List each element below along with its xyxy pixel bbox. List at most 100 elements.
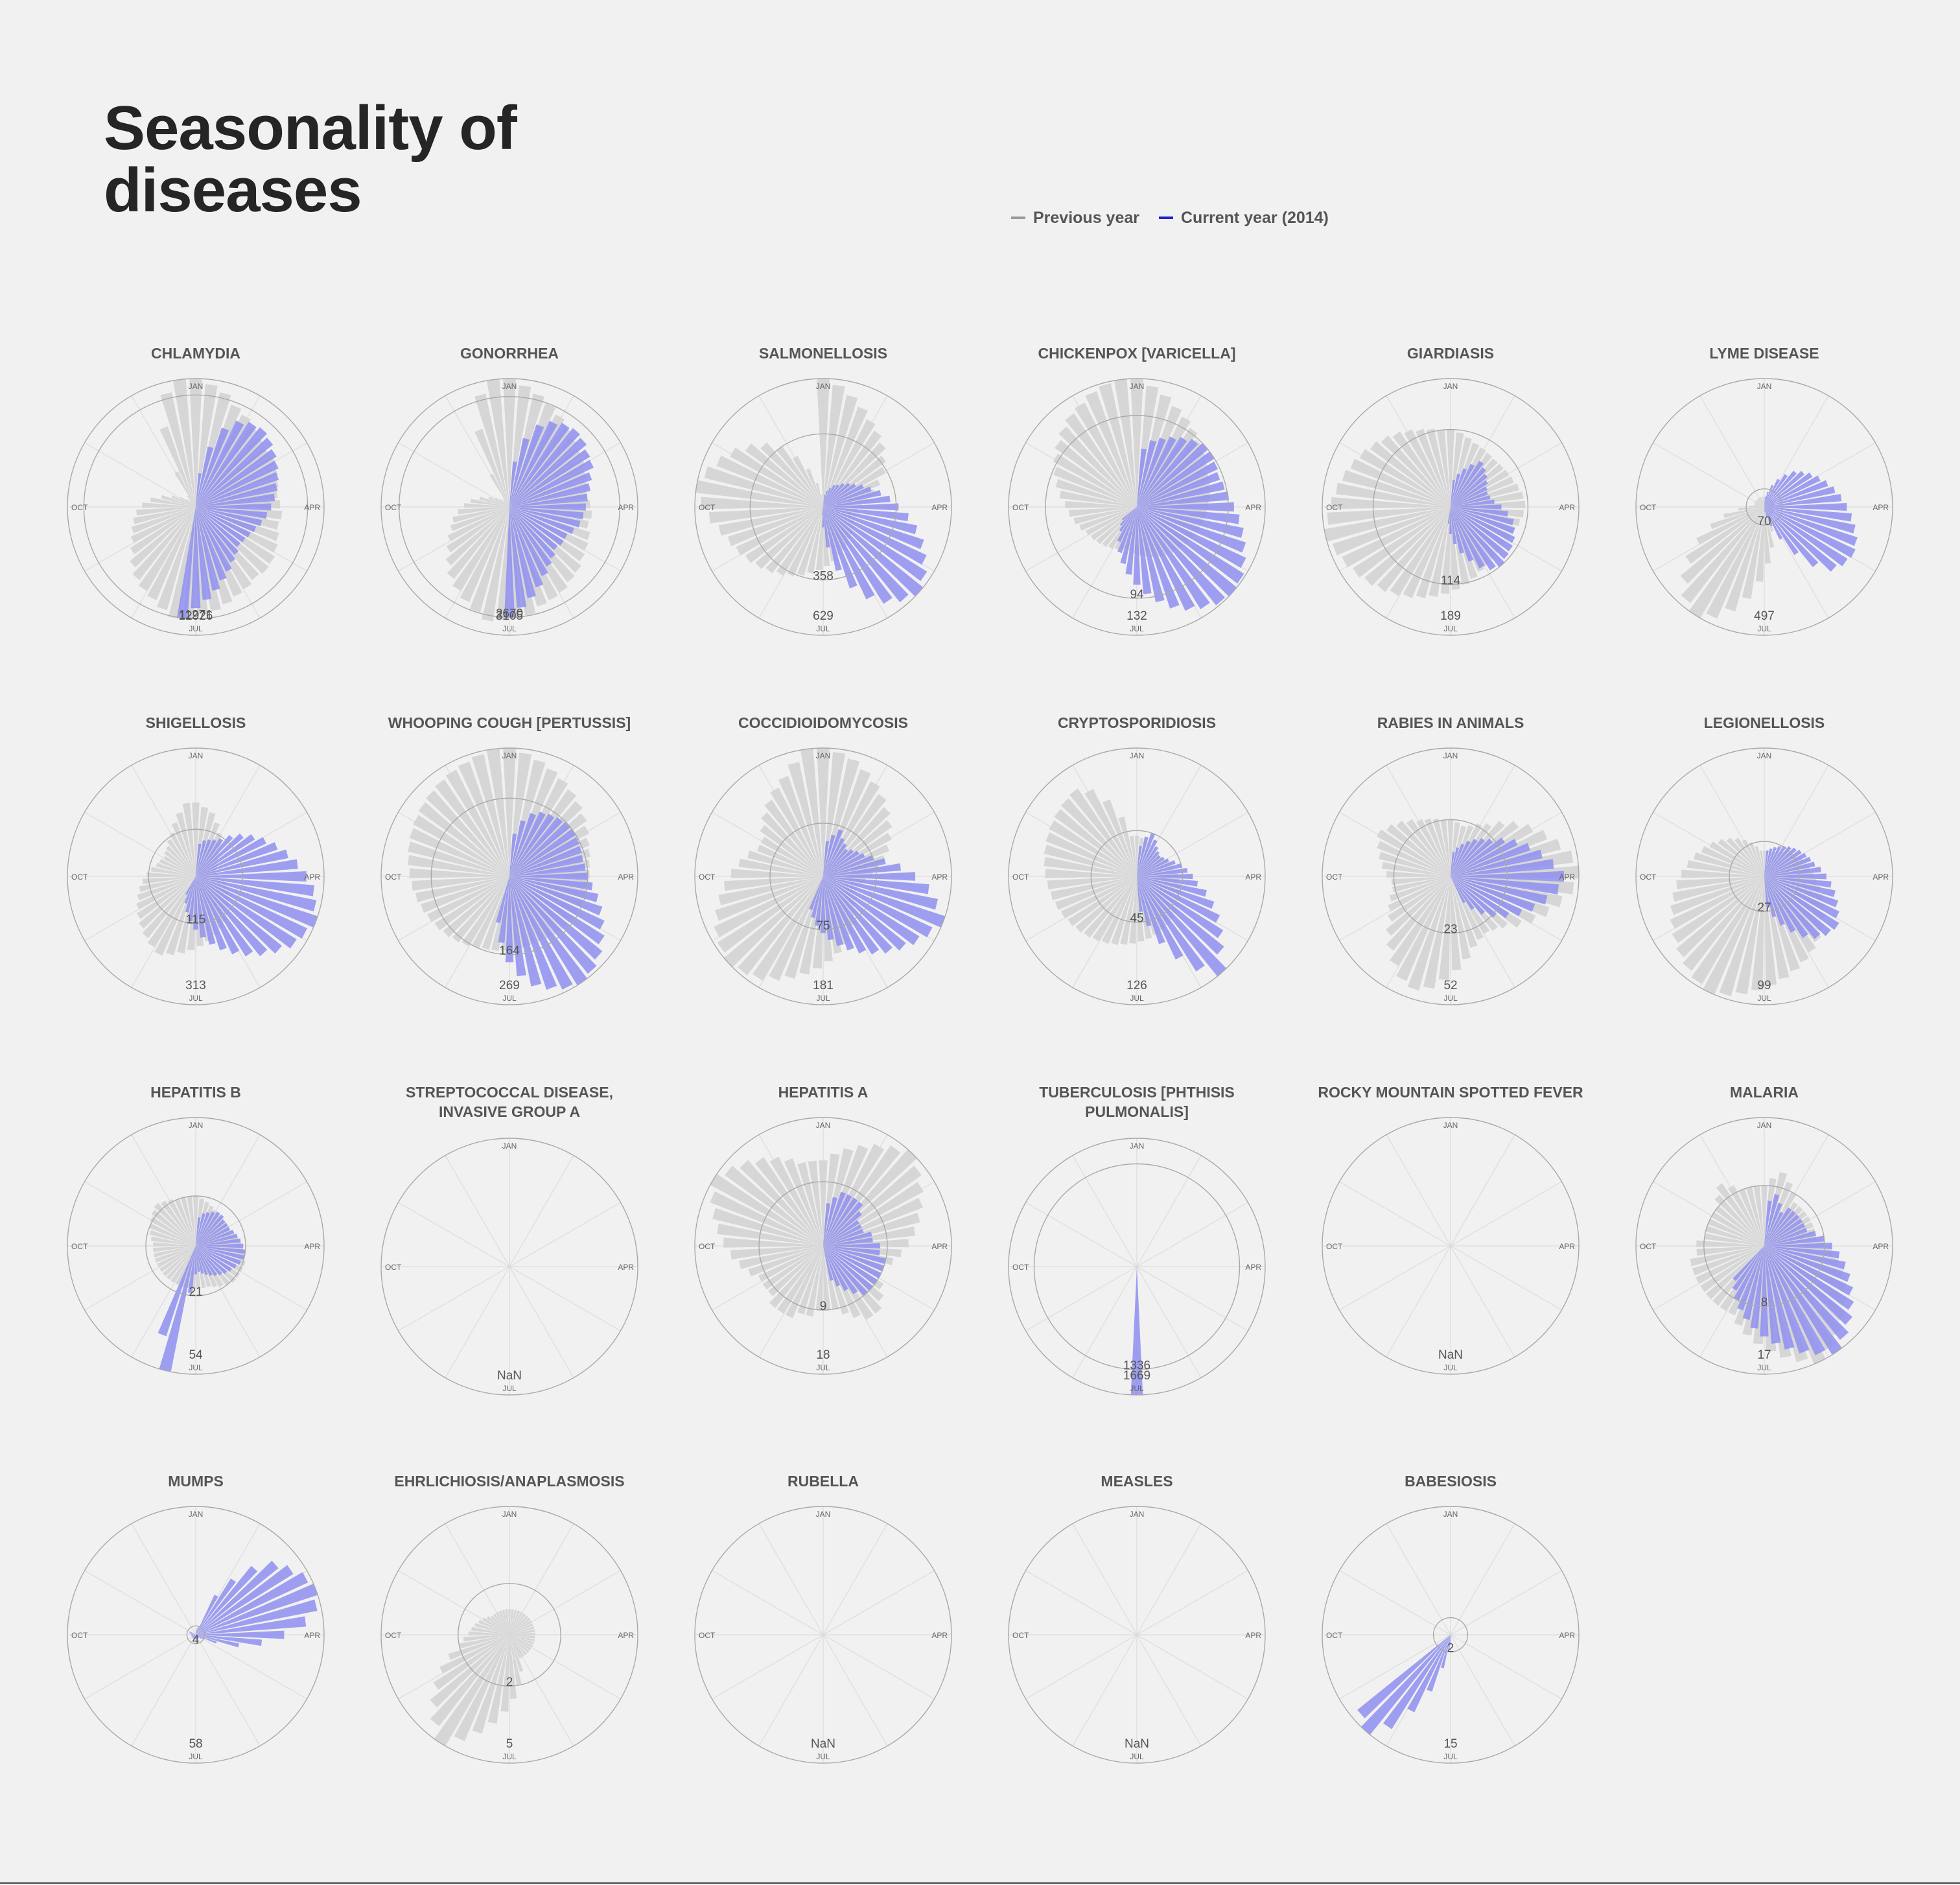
previous-year-bar (815, 1246, 823, 1310)
current-year-bar (1137, 876, 1152, 927)
current-year-bar (196, 1626, 200, 1635)
current-year-bar (1451, 467, 1486, 507)
previous-year-bar (196, 1198, 204, 1246)
previous-year-bar (1350, 458, 1451, 507)
previous-year-bar (447, 507, 509, 542)
current-year-bar (1451, 849, 1543, 876)
month-label-jul: JUL (502, 1752, 517, 1761)
polar-chart: JAN APR JUL OCT 269 164 (380, 747, 638, 1005)
current-year-bar (509, 507, 575, 534)
outer-value-label: 181 (813, 979, 834, 992)
current-year-bar (823, 1201, 863, 1246)
previous-year-bar (508, 1609, 511, 1635)
previous-year-bar (1686, 860, 1764, 876)
current-year-bar (1137, 472, 1220, 507)
month-label-oct: OCT (1012, 1263, 1029, 1272)
previous-year-bar (1451, 452, 1493, 507)
current-year-bar (196, 1238, 241, 1246)
current-year-bar (1764, 876, 1777, 917)
current-year-bar (196, 1212, 210, 1246)
current-year-bar (189, 1631, 196, 1635)
previous-year-bar (509, 1635, 522, 1659)
current-year-bar (196, 507, 241, 547)
previous-year-bar (1440, 819, 1451, 876)
previous-year-bar (433, 1635, 509, 1690)
previous-year-bar (435, 779, 509, 876)
current-year-bar (509, 449, 590, 507)
previous-year-bar (509, 1635, 524, 1672)
previous-year-bar (760, 442, 823, 507)
month-spoke (445, 876, 510, 988)
current-year-bar (196, 1635, 204, 1639)
current-year-bar (1764, 1246, 1840, 1259)
current-year-bar (509, 876, 597, 974)
previous-year-bar (509, 1635, 533, 1648)
previous-year-bar (509, 1635, 528, 1656)
chart-title: BABESIOSIS (1405, 1473, 1497, 1490)
current-year-bar (196, 1599, 318, 1635)
previous-year-bar (130, 507, 196, 555)
previous-year-bar (161, 1200, 196, 1246)
previous-year-bar (748, 1246, 823, 1277)
month-spoke (1699, 395, 1765, 508)
previous-year-bar (823, 793, 887, 876)
previous-year-bar (745, 443, 823, 507)
current-year-bar (1447, 507, 1451, 524)
current-year-bar (1451, 876, 1548, 905)
current-year-bar (1137, 876, 1207, 897)
outer-value-label: 313 (185, 979, 206, 992)
previous-year-bar (1055, 479, 1137, 507)
previous-year-bar (495, 497, 509, 507)
previous-year-bar (196, 822, 220, 876)
previous-year-bar (482, 1617, 509, 1635)
chart-title: STREPTOCOCCAL DISEASE, INVASIVE GROUP A (406, 1084, 613, 1120)
previous-year-bar (786, 1246, 823, 1318)
previous-year-bar (1129, 836, 1137, 876)
current-year-bar (196, 1226, 231, 1246)
previous-year-bar (1101, 876, 1137, 944)
current-year-bar (196, 483, 278, 507)
current-year-bar (196, 503, 272, 511)
previous-year-bar (1396, 876, 1451, 981)
inner-value-label: 358 (813, 570, 834, 583)
previous-year-bar (1756, 500, 1764, 507)
chart-title: RABIES IN ANIMALS (1377, 714, 1524, 731)
current-year-bar (189, 1632, 196, 1635)
previous-year-bar (1377, 829, 1451, 876)
outer-value-label: 5 (506, 1737, 513, 1751)
current-year-bar (196, 1565, 294, 1635)
current-year-bar (1137, 507, 1195, 611)
previous-year-bar (479, 497, 509, 507)
current-year-bar (194, 1246, 198, 1274)
previous-year-bar (1764, 497, 1770, 507)
polar-chart: JAN APR JUL OCT 17 8 (1635, 1117, 1893, 1375)
current-year-bar (823, 484, 839, 507)
month-label-jan: JAN (1130, 751, 1145, 760)
current-year-bar (1451, 495, 1491, 507)
month-label-jul: JUL (816, 624, 830, 633)
outer-value-label: 54 (189, 1348, 203, 1362)
previous-year-bar (1759, 850, 1764, 876)
previous-year-bar (1745, 1186, 1764, 1246)
month-label-oct: OCT (1326, 1242, 1343, 1251)
previous-year-bar (1755, 846, 1764, 876)
current-year-bar (1764, 847, 1777, 876)
previous-year-bar (409, 868, 509, 878)
current-year-bar (823, 853, 865, 876)
previous-year-bar (1055, 876, 1137, 910)
previous-year-bar (1754, 503, 1764, 507)
previous-year-bar (1424, 818, 1451, 876)
current-year-bar (1737, 1246, 1764, 1311)
outer-ring (694, 747, 952, 1005)
previous-year-bar (1451, 876, 1462, 970)
previous-year-bar (171, 495, 196, 507)
previous-year-bar (1703, 876, 1764, 995)
outer-value-label: 189 (1440, 609, 1461, 623)
current-year-bar (1764, 876, 1839, 907)
previous-year-bar (1451, 823, 1482, 876)
previous-year-bar (760, 825, 823, 876)
current-year-bar (196, 876, 227, 951)
month-label-oct: OCT (385, 1263, 402, 1272)
current-year-bar (184, 876, 196, 904)
month-spoke (1699, 876, 1765, 988)
